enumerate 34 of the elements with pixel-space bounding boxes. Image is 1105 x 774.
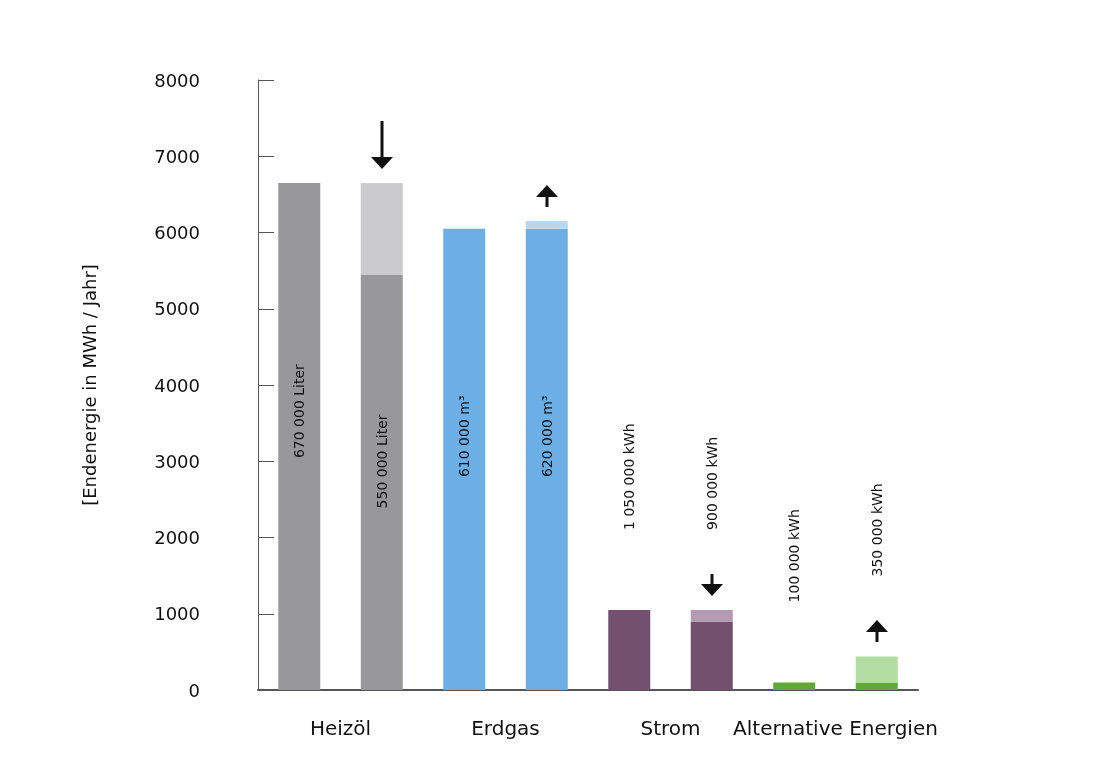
bar bbox=[360, 182, 403, 275]
y-tick-label: 1000 bbox=[154, 603, 200, 625]
annotation: 610 000 m³ bbox=[456, 395, 473, 478]
bar bbox=[525, 221, 568, 229]
y-tick-label: 6000 bbox=[154, 222, 200, 243]
bar bbox=[443, 228, 486, 690]
annotation: 100 000 kWh bbox=[786, 509, 803, 603]
bar bbox=[360, 274, 403, 690]
bar bbox=[855, 682, 898, 690]
bar bbox=[278, 182, 321, 690]
annotation: 900 000 kWh bbox=[703, 436, 720, 530]
bar bbox=[855, 656, 898, 683]
annotation: 1 050 000 kWh bbox=[621, 423, 638, 530]
y-tick-label: 5000 bbox=[154, 298, 200, 320]
y-tick-label: 2000 bbox=[154, 527, 200, 548]
x-tick-label: Alternative Energien bbox=[733, 716, 938, 740]
annotation: 620 000 m³ bbox=[538, 395, 555, 478]
annotation: 350 000 kWh bbox=[868, 483, 885, 577]
bar bbox=[525, 228, 568, 690]
annotation: 670 000 Liter bbox=[291, 363, 308, 459]
y-tick-label: 3000 bbox=[154, 450, 200, 472]
bar bbox=[608, 609, 651, 690]
x-tick-label: Strom bbox=[640, 716, 701, 740]
y-tick-label: 8000 bbox=[154, 69, 200, 91]
y-axis-title: [Endenergie in MWh / Jahr] bbox=[78, 264, 100, 506]
x-tick-label: Erdgas bbox=[471, 716, 540, 740]
y-tick-label: 4000 bbox=[154, 374, 200, 396]
bar bbox=[690, 609, 733, 622]
bar bbox=[773, 682, 816, 690]
x-tick-label: Heizöl bbox=[309, 716, 372, 740]
annotation: 550 000 Liter bbox=[373, 414, 390, 509]
bar bbox=[690, 621, 733, 690]
y-tick-label: 0 bbox=[188, 679, 200, 701]
y-tick-label: 7000 bbox=[154, 145, 200, 167]
